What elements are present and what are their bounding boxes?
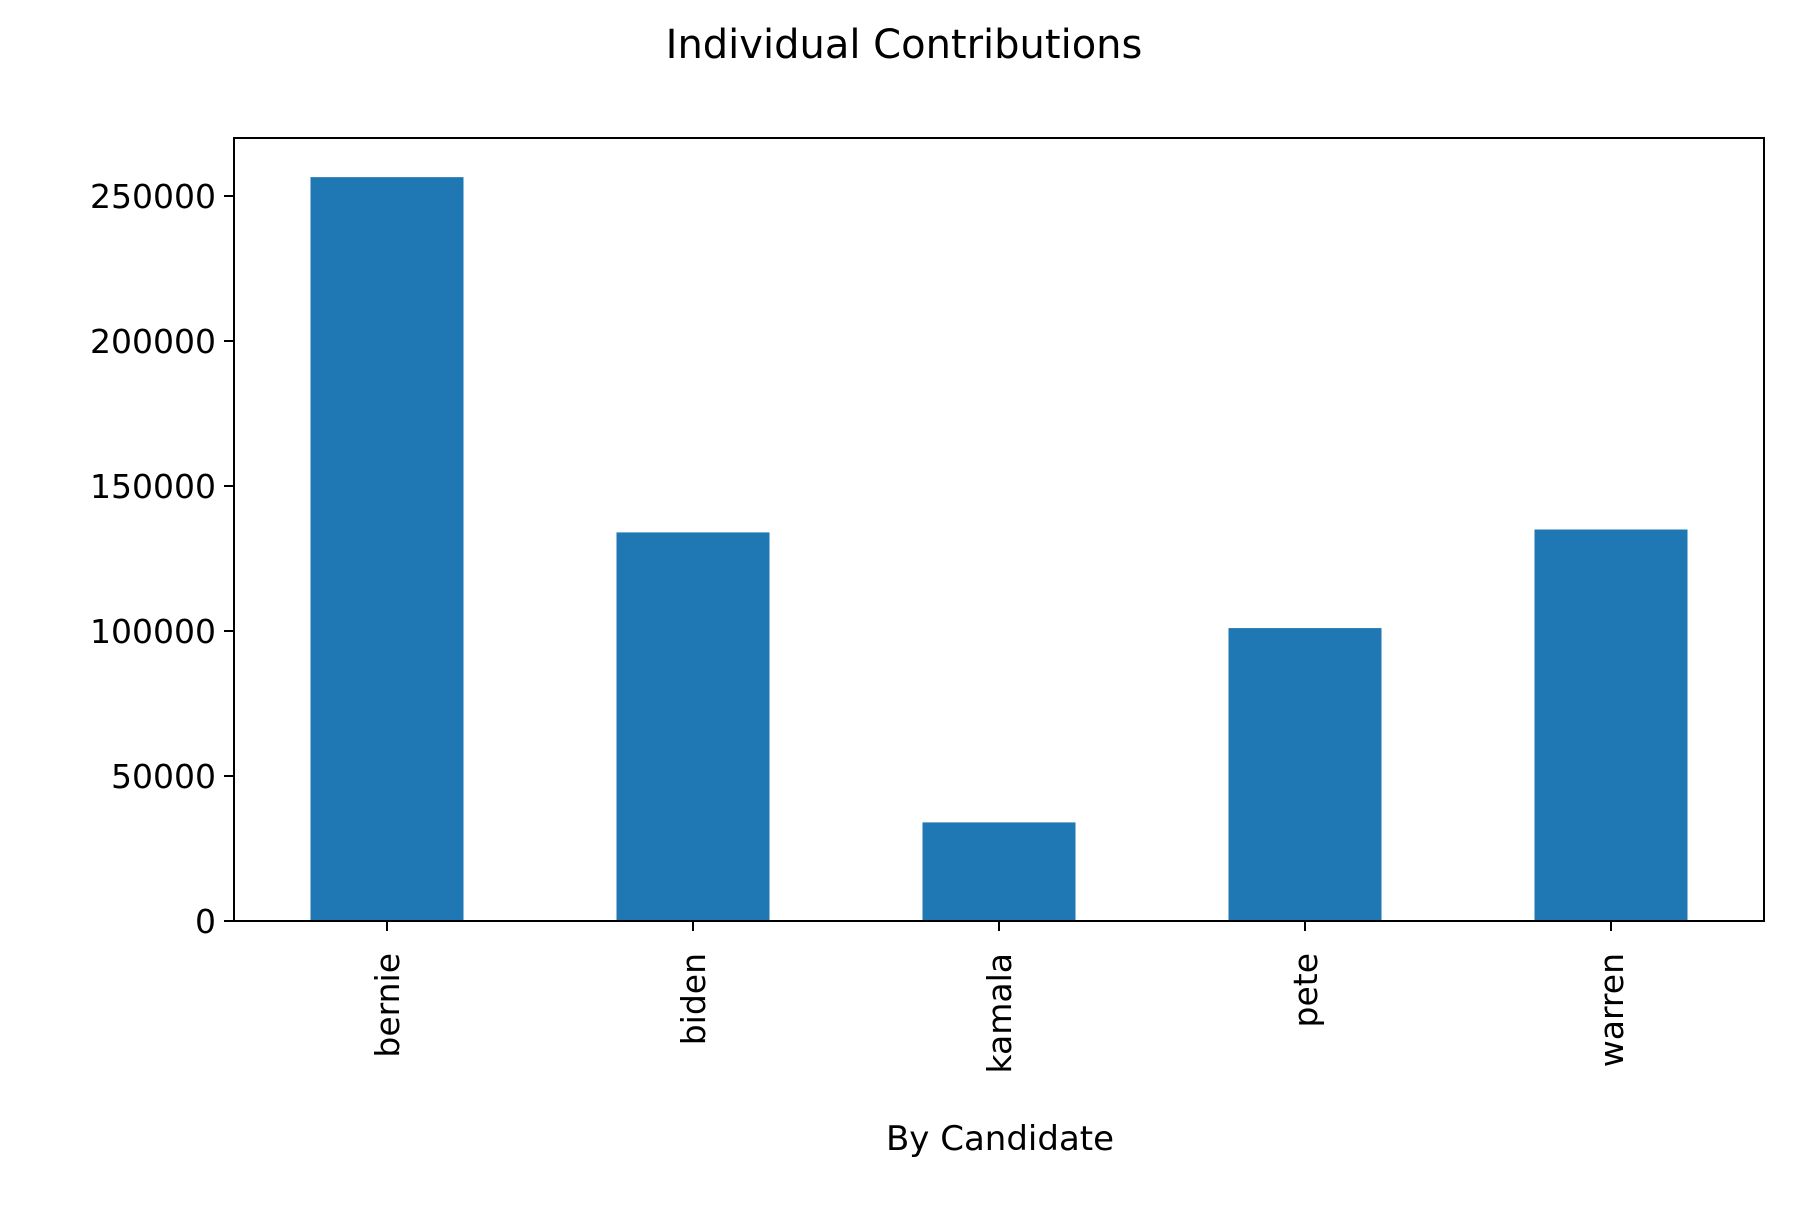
x-tick-label: warren <box>1592 953 1631 1067</box>
bar-bernie <box>310 177 464 921</box>
y-tick-label: 150000 <box>90 467 216 506</box>
y-tick-label: 100000 <box>90 612 216 651</box>
y-tick-label: 50000 <box>111 757 216 796</box>
bar-biden <box>616 532 770 921</box>
y-tick-label: 0 <box>195 902 216 941</box>
chart-title: Individual Contributions <box>666 22 1143 68</box>
bars-group <box>310 177 1688 921</box>
x-tick-label: kamala <box>980 953 1019 1074</box>
y-tick-label: 200000 <box>90 322 216 361</box>
y-tick-label: 250000 <box>90 177 216 216</box>
x-axis: bernie biden kamala pete warren <box>368 921 1631 1074</box>
bar-pete <box>1228 628 1382 921</box>
bar-kamala <box>922 822 1076 921</box>
x-tick-label: pete <box>1286 953 1325 1028</box>
x-tick-label: biden <box>674 953 713 1045</box>
x-tick-label: bernie <box>368 953 407 1058</box>
plot-frame <box>233 137 1765 922</box>
y-axis: 0 50000 100000 150000 200000 250000 <box>90 177 234 941</box>
bar-warren <box>1534 529 1688 921</box>
x-axis-label: By Candidate <box>886 1119 1114 1159</box>
